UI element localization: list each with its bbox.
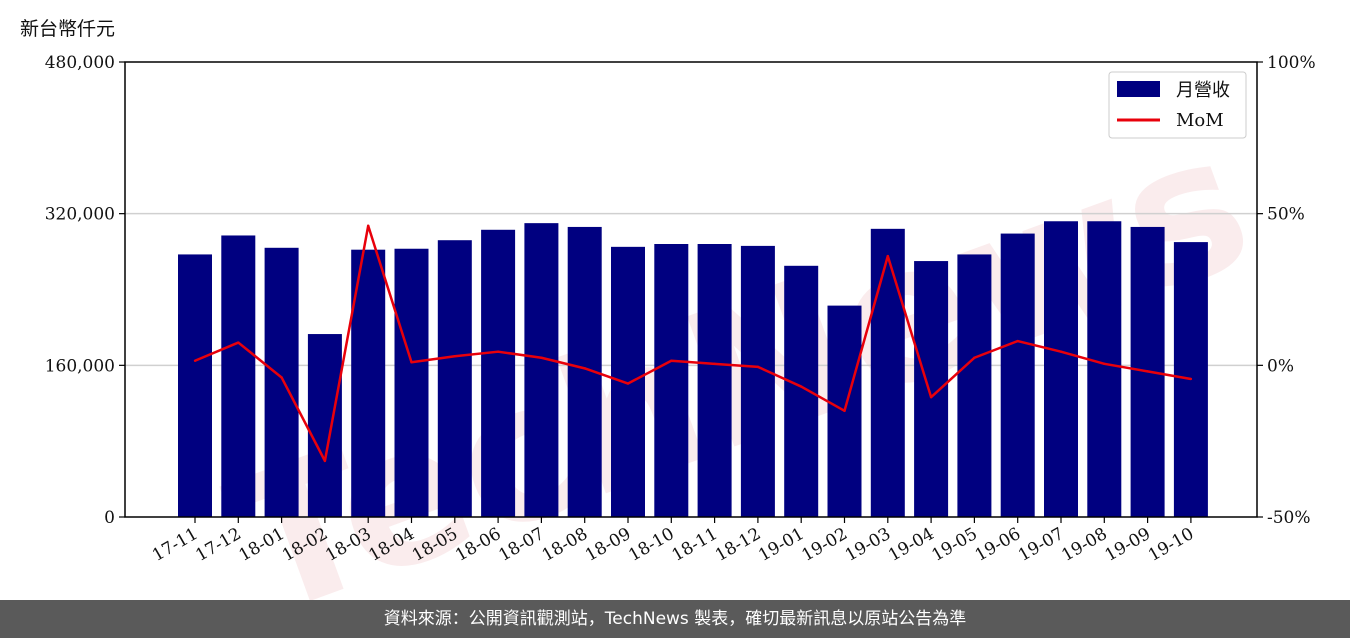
mom-point [929, 395, 933, 399]
mom-point [1189, 377, 1193, 381]
revenue-bar [1087, 221, 1122, 517]
revenue-bar [221, 235, 256, 517]
x-tick-label: 17-12 [192, 524, 244, 566]
mom-point [367, 224, 370, 227]
revenue-bar [740, 245, 775, 518]
mom-point [280, 376, 283, 379]
legend: 月營收 MoM [1108, 71, 1247, 139]
revenue-bar [914, 261, 949, 517]
left-tick-label: 320,000 [45, 205, 115, 225]
line-series [193, 224, 1193, 463]
right-tick-label: 50% [1267, 205, 1305, 225]
revenue-bar [784, 265, 819, 517]
plot-frame [124, 61, 1258, 518]
x-tick-label: 19-08 [1058, 524, 1110, 566]
legend-label-revenue: 月營收 [1176, 80, 1230, 101]
mom-point [626, 382, 630, 385]
y-unit-label: 新台幣仟元 [20, 18, 116, 40]
right-tick-label: 100% [1267, 53, 1316, 73]
mom-point [583, 367, 586, 370]
mom-point [453, 355, 456, 358]
mom-point [1146, 370, 1149, 373]
x-tick-label: 19-10 [1145, 524, 1197, 566]
revenue-bar [307, 334, 342, 517]
revenue-bar [394, 248, 429, 518]
x-tick-label: 18-12 [712, 524, 764, 566]
mom-point [323, 459, 327, 463]
revenue-bar [437, 240, 472, 518]
mom-point [540, 356, 543, 359]
mom-point [1016, 339, 1019, 343]
revenue-bar [264, 247, 299, 517]
source-footer: 資料來源：公開資訊觀測站，TechNews 製表，確切最新訊息以原站公告為準 [0, 600, 1350, 638]
revenue-bar [611, 246, 645, 517]
mom-point [1103, 362, 1106, 366]
legend-bar-swatch [1117, 81, 1160, 97]
x-tick-label: 18-11 [669, 524, 721, 566]
mom-point [237, 341, 240, 344]
revenue-bar [1044, 221, 1078, 517]
x-tick-label: 19-09 [1102, 524, 1154, 566]
mom-point [800, 385, 803, 388]
right-tick-label: -50% [1267, 508, 1311, 528]
mom-line [194, 224, 1192, 463]
x-tick-label: 19-06 [972, 524, 1024, 566]
mom-point [670, 359, 673, 362]
x-tick-label: 19-03 [842, 524, 894, 566]
revenue-bar [351, 249, 386, 517]
x-tick-label: 19-04 [885, 524, 937, 566]
left-tick-label: 0 [104, 508, 115, 528]
mom-point [756, 365, 760, 369]
x-tick-label: 19-05 [928, 524, 980, 566]
mom-point [1059, 350, 1063, 353]
left-tick-label: 160,000 [45, 356, 115, 376]
mom-point [410, 361, 413, 364]
x-tick-label: 19-01 [755, 524, 807, 566]
right-tick-label: 0% [1267, 356, 1294, 376]
left-tick-label: 480,000 [45, 53, 115, 73]
mom-point [193, 359, 197, 362]
revenue-bar [870, 228, 905, 518]
right-axis: -50% 0% 50% 100% [1257, 53, 1316, 528]
mom-point [973, 356, 976, 359]
revenue-bar [697, 244, 732, 517]
mom-point [886, 254, 889, 258]
x-tick-label: 19-07 [1015, 524, 1067, 566]
revenue-bar [178, 254, 212, 518]
legend-label-mom: MoM [1176, 110, 1224, 131]
x-tick-label: 19-02 [799, 524, 851, 566]
mom-point [843, 409, 846, 413]
mom-point [713, 362, 716, 366]
revenue-bar [524, 223, 559, 518]
mom-point [496, 350, 500, 353]
x-tick-label: 17-11 [149, 524, 201, 566]
bar-series [178, 221, 1208, 518]
left-axis: 0 160,000 320,000 480,000 [45, 53, 125, 528]
revenue-bar [1000, 233, 1035, 517]
revenue-bar [957, 254, 992, 518]
revenue-bar [481, 229, 516, 517]
revenue-bar [654, 244, 689, 517]
